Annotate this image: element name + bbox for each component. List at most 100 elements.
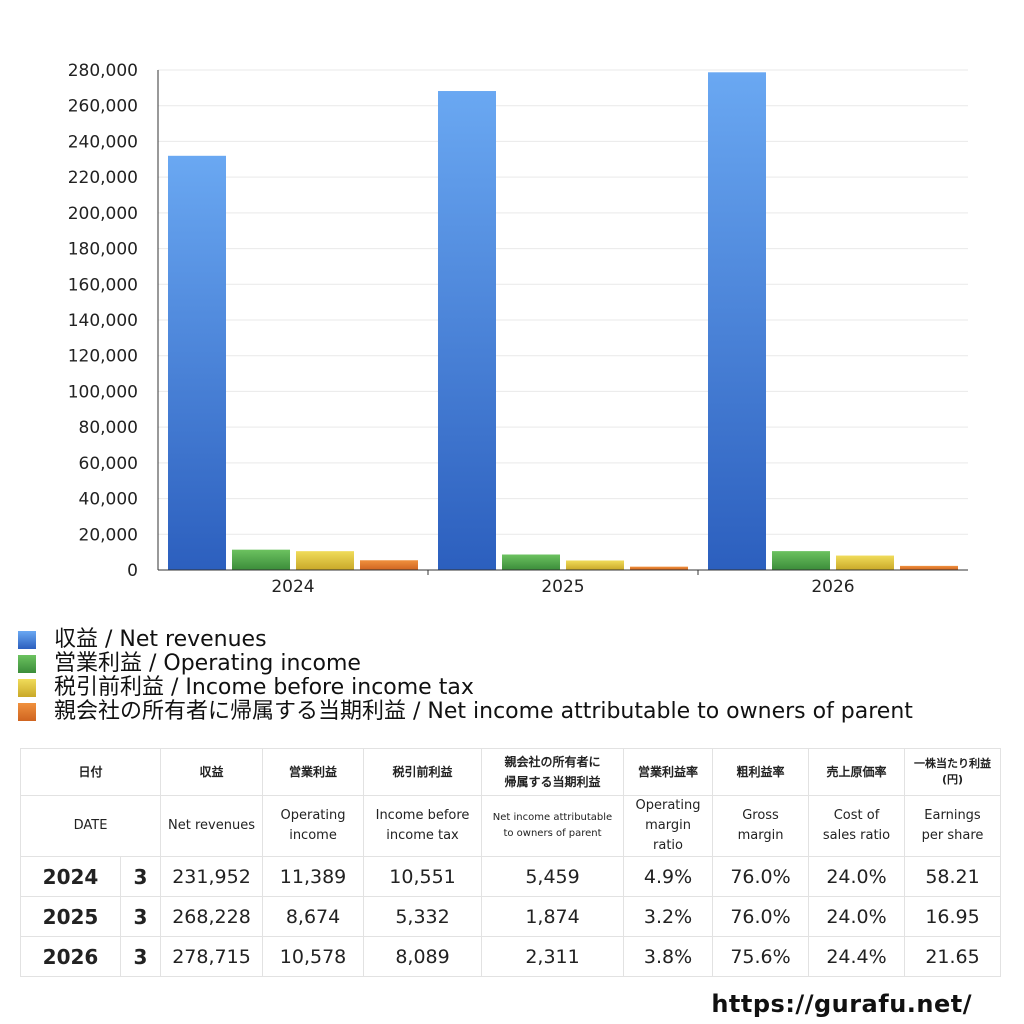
row-cost-ratio: 24.4% (808, 936, 906, 977)
y-tick-label: 80,000 (79, 418, 138, 438)
legend-label-operating-income: 営業利益 / Operating income (54, 651, 361, 676)
y-tick-label: 40,000 (79, 490, 138, 510)
row-cost-ratio: 24.0% (808, 856, 906, 897)
y-tick-label: 120,000 (68, 347, 138, 367)
header-eps-en-line1: Earnings (924, 808, 981, 823)
chart-legend: 収益 / Net revenues 営業利益 / Operating incom… (18, 628, 913, 724)
row-net-income: 5,459 (481, 856, 625, 897)
bar-2025-series-4 (630, 566, 688, 570)
bar-2024-series-4 (360, 560, 418, 570)
row-year: 2024 (20, 856, 121, 897)
row-operating-income: 10,578 (262, 936, 365, 977)
row-year: 2025 (20, 896, 121, 937)
row-month: 3 (119, 936, 162, 977)
table-row: 2026 3 278,715 10,578 8,089 2,311 3.8% 7… (20, 936, 1002, 977)
legend-swatch-operating-income (18, 655, 36, 673)
header-net-income-jp-line2: 帰属する当期利益 (504, 775, 601, 789)
row-gross-margin: 76.0% (712, 856, 810, 897)
row-operating-margin: 4.9% (623, 856, 714, 897)
header-eps-en-line2: per share (921, 828, 984, 843)
row-net-income: 1,874 (481, 896, 625, 937)
y-tick-label: 200,000 (68, 204, 138, 224)
y-tick-label: 20,000 (79, 525, 138, 545)
row-year: 2026 (20, 936, 121, 977)
header-net-revenues-jp: 収益 (160, 748, 264, 796)
header-date-jp: 日付 (19, 748, 162, 796)
header-net-revenues-en: Net revenues (160, 795, 264, 857)
legend-item-operating-income: 営業利益 / Operating income (18, 652, 913, 676)
bar-2026-series-3 (836, 555, 894, 570)
header-cost-ratio-en-line2: sales ratio (822, 828, 891, 843)
legend-item-net-revenues: 収益 / Net revenues (18, 628, 913, 652)
row-net-revenues: 278,715 (160, 936, 264, 977)
y-tick-label: 60,000 (79, 454, 138, 474)
row-eps: 16.95 (904, 896, 1002, 937)
bar-2026-series-2 (772, 551, 830, 570)
legend-label-net-revenues: 収益 / Net revenues (54, 627, 267, 652)
row-month: 3 (119, 856, 162, 897)
header-income-before-tax-en: Income before income tax (363, 795, 483, 857)
y-tick-label: 160,000 (68, 275, 138, 295)
legend-item-net-income: 親会社の所有者に帰属する当期利益 / Net income attributab… (18, 700, 913, 724)
header-net-income-jp: 親会社の所有者に 帰属する当期利益 (481, 748, 625, 796)
header-eps-en: Earnings per share (904, 795, 1002, 857)
bar-2025-series-1 (438, 91, 496, 571)
row-income-before-tax: 10,551 (363, 856, 483, 897)
table-row: 2025 3 268,228 8,674 5,332 1,874 3.2% 76… (20, 896, 1002, 937)
row-gross-margin: 76.0% (712, 896, 810, 937)
header-income-before-tax-en-line1: Income before (375, 808, 470, 823)
x-tick-label: 2026 (811, 577, 854, 597)
bar-2026-series-1 (708, 72, 766, 570)
header-operating-margin-jp: 営業利益率 (623, 748, 714, 796)
bar-chart: 0 20,000 40,000 60,000 80,000 100,000 120,000 1… (68, 61, 968, 597)
legend-label-income-before-tax: 税引前利益 / Income before income tax (54, 675, 474, 700)
header-operating-margin-en-line3: ratio (653, 838, 683, 853)
header-operating-income-en-line2: income (289, 828, 337, 843)
row-gross-margin: 75.6% (712, 936, 810, 977)
header-eps-jp: 一株当たり利益 (円) (904, 748, 1002, 796)
header-net-income-jp-line1: 親会社の所有者に (504, 755, 601, 769)
footer-url[interactable]: https://gurafu.net/ (711, 990, 972, 1018)
y-tick-label: 140,000 (68, 311, 138, 331)
table-header-en: DATE Net revenues Operating income Income… (19, 795, 1002, 857)
y-tick-label: 0 (127, 561, 138, 581)
bar-2025-series-2 (502, 554, 560, 570)
header-date-en: DATE (19, 795, 162, 857)
header-eps-jp-line1: 一株当たり利益 (914, 757, 992, 770)
header-cost-ratio-jp: 売上原価率 (808, 748, 906, 796)
header-gross-margin-jp: 粗利益率 (712, 748, 810, 796)
bar-2024-series-1 (168, 155, 226, 571)
table-header-jp: 日付 収益 営業利益 税引前利益 親会社の所有者に 帰属する当期利益 営業利益率 … (19, 748, 1002, 796)
row-net-revenues: 231,952 (160, 856, 264, 897)
header-operating-income-en-line1: Operating (280, 808, 346, 823)
header-cost-ratio-en-line1: Cost of (833, 808, 880, 823)
header-operating-margin-en-line2: margin (645, 818, 691, 833)
x-tick-label: 2024 (271, 577, 314, 597)
header-income-before-tax-en-line2: income tax (386, 828, 459, 843)
table-row: 2024 3 231,952 11,389 10,551 5,459 4.9% … (20, 856, 1002, 897)
y-tick-label: 100,000 (68, 382, 138, 402)
y-tick-label: 180,000 (68, 240, 138, 260)
row-net-revenues: 268,228 (160, 896, 264, 937)
row-net-income: 2,311 (481, 936, 625, 977)
legend-item-income-before-tax: 税引前利益 / Income before income tax (18, 676, 913, 700)
legend-swatch-income-before-tax (18, 679, 36, 697)
header-gross-margin-en: Gross margin (712, 795, 810, 857)
y-tick-label: 220,000 (68, 168, 138, 188)
header-gross-margin-en-line2: margin (737, 828, 784, 843)
row-eps: 21.65 (904, 936, 1002, 977)
y-tick-label: 260,000 (68, 97, 138, 117)
x-tick-label: 2025 (541, 577, 584, 597)
header-eps-jp-line2: (円) (941, 773, 964, 786)
y-tick-label: 280,000 (68, 61, 138, 81)
y-tick-label: 240,000 (68, 132, 138, 152)
bar-2026-series-4 (900, 565, 958, 570)
header-net-income-en-line2: to owners of parent (503, 828, 602, 839)
header-net-income-en-line1: Net income attributable (492, 812, 613, 823)
row-operating-margin: 3.2% (623, 896, 714, 937)
row-operating-income: 8,674 (262, 896, 365, 937)
row-month: 3 (119, 896, 162, 937)
row-eps: 58.21 (904, 856, 1002, 897)
legend-swatch-net-income (18, 703, 36, 721)
row-cost-ratio: 24.0% (808, 896, 906, 937)
